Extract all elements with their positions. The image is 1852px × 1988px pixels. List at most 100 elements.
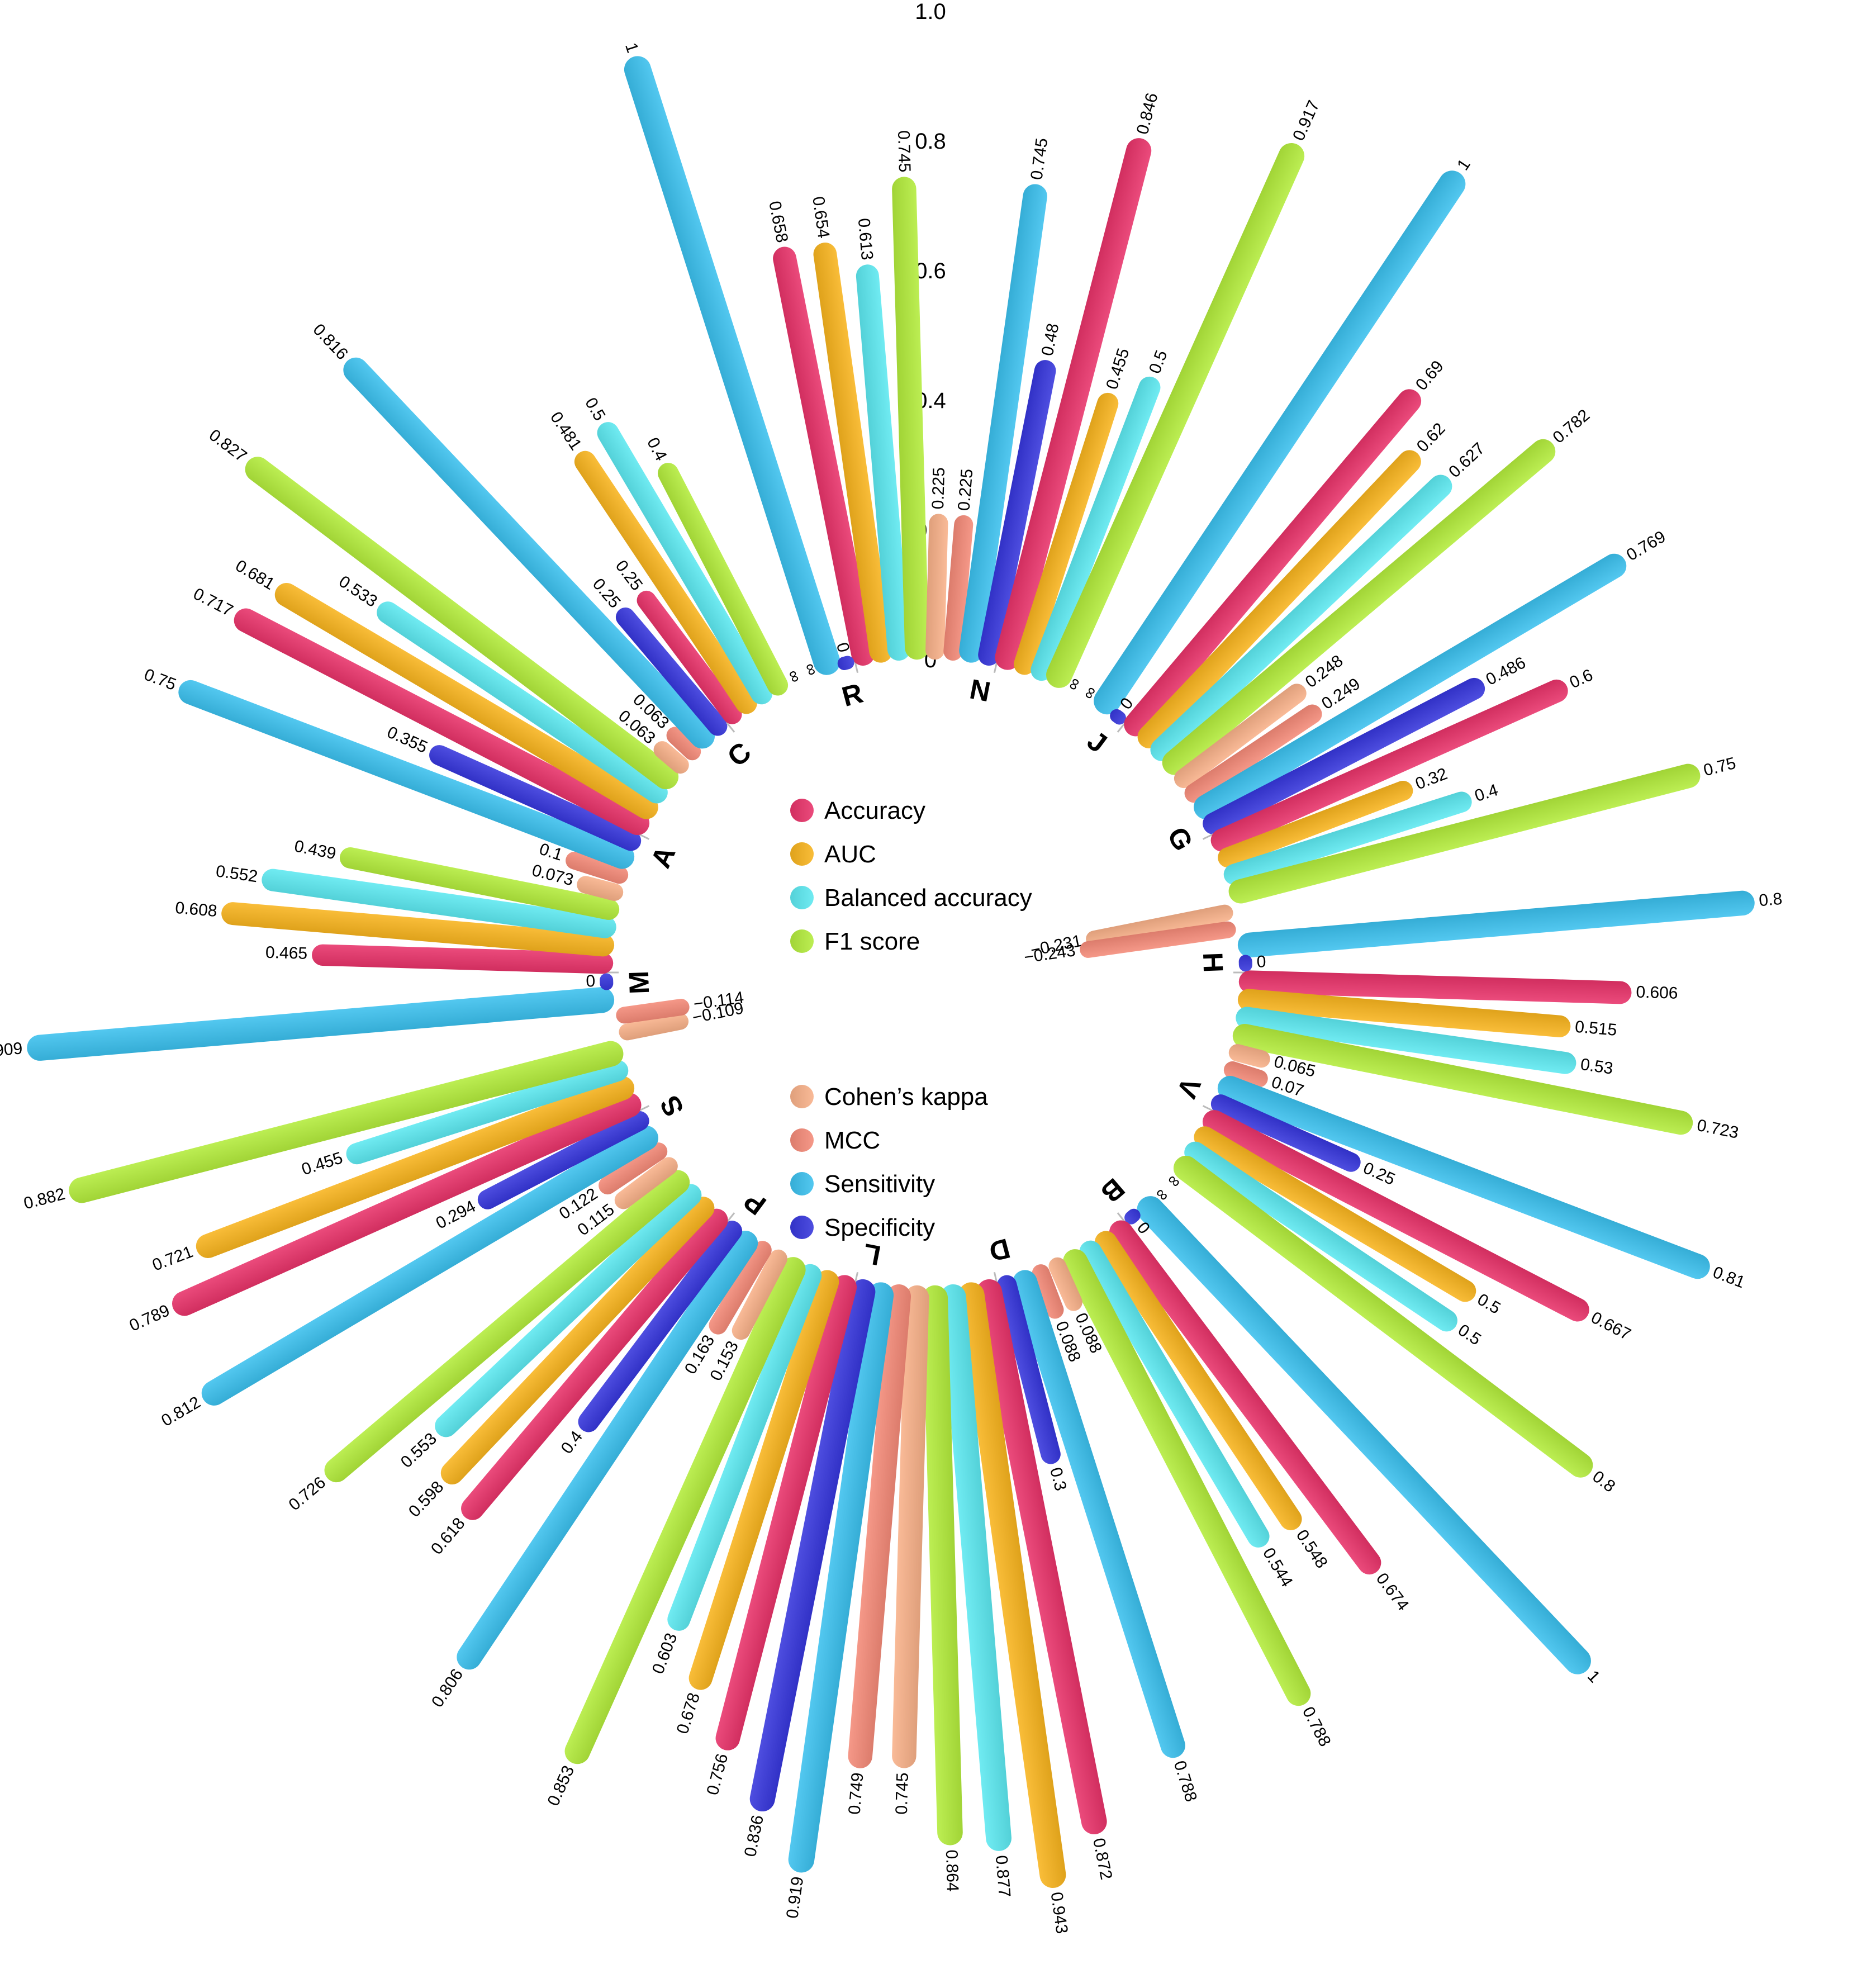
bar-L-4 [892, 1285, 929, 1768]
bar-D-1 [1094, 1231, 1302, 1530]
bar-value-label: 0.721 [150, 1242, 196, 1275]
bar-P-7 [578, 1221, 743, 1432]
bar-P-3 [564, 1257, 806, 1764]
group-label: B [1095, 1172, 1131, 1209]
bar-G-7 [1203, 677, 1485, 835]
bar-value-label: 0.864 [942, 1849, 962, 1892]
bar-G-1 [1137, 450, 1421, 748]
bar-P-4 [732, 1249, 787, 1340]
bar-R-7 [837, 656, 854, 671]
bar-A-2 [262, 869, 616, 938]
legend-label: Balanced accuracy [824, 884, 1032, 912]
bar-value-label: 0.544 [1259, 1545, 1297, 1590]
bar-G-3 [1162, 439, 1556, 775]
bar-J-0 [995, 138, 1152, 670]
bar-H-7 [1238, 955, 1252, 972]
legend-swatch [790, 1172, 814, 1195]
bar-P-6 [457, 1231, 758, 1670]
bar-D-3 [1063, 1249, 1311, 1706]
bar-M-2 [346, 1060, 629, 1165]
bar-V-4 [1228, 1044, 1270, 1068]
bar-V-1 [1237, 989, 1571, 1037]
bar-value-label: 0.4 [643, 435, 670, 464]
group-label: V [1171, 1073, 1207, 1103]
bar-value-label: 0.812 [158, 1393, 203, 1430]
bar-value-label: 0.5 [1474, 1290, 1504, 1318]
bar-value-label: 0.552 [215, 862, 259, 886]
bar-L-5 [848, 1284, 911, 1768]
bar-value-label: 0.723 [1696, 1116, 1740, 1142]
group-label: R [839, 677, 866, 713]
bar-value-label: 0.8 [1589, 1467, 1618, 1496]
bar-C-6 [343, 357, 715, 749]
legend: Accuracy AUC Balanced accuracy F1 score Cohe… [790, 797, 1032, 1241]
bar-value-label: 0.455 [1103, 346, 1133, 392]
bar-value-label: 0.627 [1445, 439, 1488, 482]
bar-value-label: 0.481 [547, 409, 585, 454]
bar-M-0 [172, 1093, 642, 1316]
bar-value-label: 0.48 [1038, 322, 1063, 358]
bar-G-5 [1184, 704, 1322, 803]
bar-G-6 [1194, 553, 1627, 819]
bar-H-5 [1080, 921, 1236, 958]
bar-value-label: 0.486 [1483, 653, 1529, 689]
bar-V-2 [1236, 1007, 1576, 1074]
bar-J-6 [1094, 170, 1466, 715]
bar-J-3 [1046, 143, 1305, 688]
bar-value-label: 0.69 [1412, 357, 1447, 394]
bar-B-7 [1124, 1208, 1141, 1225]
bar-value-label: 1 [1454, 156, 1474, 174]
group-labels: N J G H V B D L P S M A C R [623, 673, 1229, 1271]
bar-V-3 [1232, 1024, 1693, 1135]
bar-value-label: 0.225 [955, 468, 976, 512]
bar-value-label: 0.8 [1758, 890, 1783, 910]
legend-swatch [790, 799, 814, 822]
bar-A-0 [312, 944, 614, 974]
bar-value-label: 0.749 [845, 1772, 867, 1815]
bar-P-5 [709, 1241, 772, 1335]
legend-label: MCC [824, 1127, 880, 1154]
bar-value-label: 0.943 [1047, 1891, 1071, 1935]
group-label: P [738, 1185, 772, 1221]
bar-S-1 [440, 1197, 715, 1485]
group-label: H [1197, 952, 1229, 973]
bar-value-label: 0.917 [1289, 98, 1323, 144]
bar-R-3 [658, 463, 789, 696]
bar-value-label: 0.618 [428, 1514, 469, 1558]
bar-value-label: 0.806 [428, 1666, 467, 1711]
bar-value-label: 0.882 [22, 1185, 67, 1213]
bar-P-2 [667, 1264, 822, 1631]
bar-value-label: 0.769 [1623, 528, 1669, 565]
bar-value-label: 0.455 [300, 1149, 345, 1179]
bar-value-label: 0.667 [1588, 1308, 1634, 1344]
bar-H-3 [1228, 763, 1701, 904]
bar-A-4 [577, 876, 624, 901]
bar-value-label: 0.75 [141, 665, 178, 694]
bar-G-0 [1124, 389, 1422, 737]
bar-value-label: 0.5 [581, 395, 609, 424]
bar-M-3 [69, 1041, 624, 1203]
group-separator [1202, 833, 1215, 840]
bar-A-5 [566, 851, 629, 884]
bar-S-7 [477, 1111, 649, 1209]
bar-value-label: 0.678 [673, 1691, 704, 1736]
bar-M-1 [196, 1076, 635, 1258]
bar-N-4 [925, 514, 948, 660]
bar-A-1 [221, 902, 615, 957]
bar-D-6 [1013, 1270, 1185, 1758]
bar-G-4 [1174, 684, 1307, 789]
axis-tick-label: 1.0 [915, 0, 946, 24]
bar-value-label: 0.745 [892, 1772, 912, 1815]
bar-J-1 [1014, 392, 1119, 675]
bar-C-2 [377, 601, 668, 804]
bar-value-label: 0.606 [1636, 983, 1678, 1003]
bar-value-label: 0.745 [1027, 137, 1051, 181]
bar-value-label: 0 [833, 640, 853, 654]
bar-value-label: 0.5 [1146, 348, 1171, 376]
bar-value-label: 0.81 [1710, 1263, 1747, 1292]
bar-value-label: 0.836 [741, 1814, 767, 1858]
bar-value-label: 0.5 [1455, 1321, 1484, 1349]
bar-value-label: 0.846 [1133, 91, 1162, 136]
axis-tick-label: 0.8 [915, 129, 946, 154]
bar-N-0 [773, 246, 875, 666]
